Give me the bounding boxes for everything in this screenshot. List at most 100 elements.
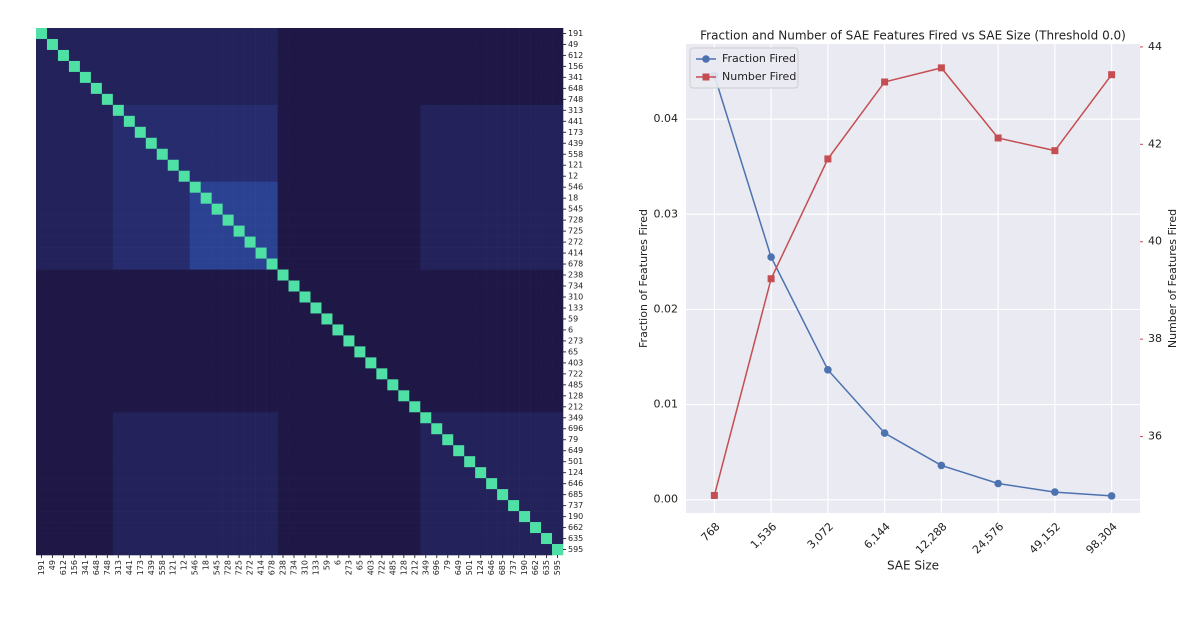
- cell: [365, 236, 377, 248]
- cell: [277, 313, 289, 325]
- cell: [519, 456, 531, 468]
- cell: [244, 60, 256, 73]
- cell: [134, 445, 147, 457]
- cell: [541, 148, 553, 161]
- cell: [123, 302, 136, 314]
- cell: [145, 368, 158, 380]
- cell: [167, 28, 180, 40]
- cell: [189, 203, 201, 215]
- cell: [530, 236, 542, 248]
- cell: [486, 335, 498, 347]
- cell: [255, 522, 267, 534]
- cell: [519, 335, 531, 347]
- cell: [431, 434, 443, 446]
- cell: [123, 82, 136, 95]
- cell: [46, 203, 59, 215]
- cell: [354, 412, 366, 424]
- cell: [464, 126, 476, 139]
- y-tick-label: 156: [568, 62, 583, 71]
- cell: [156, 302, 169, 314]
- cell: [145, 258, 158, 270]
- cell: [343, 313, 355, 325]
- cell: [244, 423, 256, 435]
- cell: [486, 104, 498, 117]
- cell: [453, 489, 465, 501]
- cell: [321, 258, 333, 270]
- cell: [244, 302, 256, 314]
- cell: [552, 412, 564, 424]
- cell: [464, 280, 476, 292]
- cell: [376, 511, 388, 523]
- cell: [112, 434, 125, 446]
- cell: [134, 357, 147, 369]
- cell: [244, 456, 256, 468]
- cell: [233, 544, 245, 556]
- cell: [36, 313, 48, 325]
- cell: [244, 225, 256, 237]
- cell: [156, 269, 169, 281]
- cell: [123, 390, 136, 402]
- cell: [46, 291, 59, 303]
- cell: [519, 280, 531, 292]
- cell: [332, 269, 344, 281]
- cell: [68, 192, 81, 204]
- cell: [244, 522, 256, 534]
- cell: [431, 313, 443, 325]
- cell: [475, 203, 487, 215]
- cell: [552, 467, 564, 479]
- cell: [409, 522, 421, 534]
- cell: [453, 137, 465, 150]
- cell: [211, 170, 223, 183]
- cell: [299, 302, 311, 314]
- cell: [255, 291, 267, 303]
- cell: [277, 511, 289, 523]
- cell: [178, 148, 191, 161]
- marker: [824, 366, 832, 374]
- cell: [211, 335, 223, 347]
- cell: [530, 115, 542, 128]
- cell: [222, 302, 234, 314]
- cell: [79, 489, 92, 501]
- cell: [343, 489, 355, 501]
- cell: [530, 93, 542, 106]
- cell: [46, 104, 59, 117]
- cell: [519, 522, 531, 534]
- cell: [332, 203, 344, 215]
- cell: [134, 313, 147, 325]
- cell: [541, 192, 553, 204]
- cell: [112, 456, 125, 468]
- cell: [200, 533, 212, 545]
- y-tick-label: 0.03: [654, 207, 679, 220]
- cell: [431, 170, 443, 183]
- cell: [244, 181, 256, 193]
- cell: [178, 159, 191, 172]
- cell: [497, 412, 509, 424]
- cell: [200, 214, 212, 226]
- cell: [442, 456, 454, 468]
- cell: [167, 148, 180, 161]
- cell: [90, 346, 103, 358]
- cell: [299, 170, 311, 183]
- cell: [321, 148, 333, 161]
- cell: [420, 500, 432, 512]
- cell: [189, 390, 201, 402]
- cell: [442, 170, 454, 183]
- cell: [475, 148, 487, 161]
- cell: [464, 313, 476, 325]
- cell: [222, 258, 234, 270]
- cell: [519, 203, 531, 215]
- cell: [277, 544, 289, 556]
- cell: [277, 280, 289, 292]
- cell: [178, 258, 191, 270]
- cell: [79, 258, 92, 270]
- cell: [277, 247, 289, 259]
- cell: [365, 379, 377, 391]
- cell: [299, 478, 311, 490]
- cell: [299, 49, 311, 62]
- cell: [486, 533, 498, 545]
- cell: [68, 38, 81, 51]
- x-tick-label: 441: [125, 560, 134, 575]
- cell: [200, 445, 212, 457]
- y-tick-label: 403: [568, 358, 583, 367]
- cell: [387, 181, 399, 193]
